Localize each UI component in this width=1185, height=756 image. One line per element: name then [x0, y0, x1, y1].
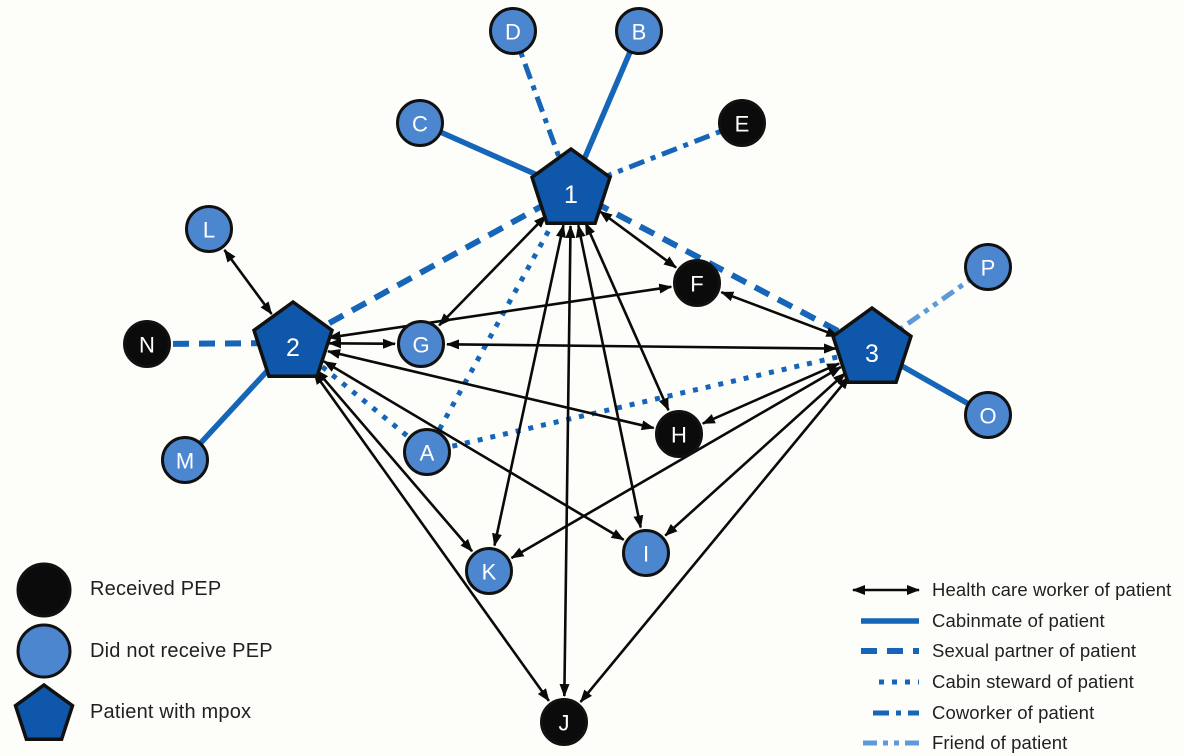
legend-node-label: Patient with mpox — [90, 701, 252, 724]
edge-2-L-hcw — [223, 249, 273, 315]
node-label-1: 1 — [564, 181, 578, 209]
node-label-G: G — [412, 333, 429, 358]
edge-3-F-hcw — [720, 290, 840, 338]
edge-2-G-hcw — [327, 338, 397, 349]
legend-edge-item: Friend of patient — [845, 728, 1171, 756]
node-label-M: M — [176, 449, 194, 474]
edge-2-F-hcw — [327, 283, 673, 341]
node-E — [718, 99, 766, 147]
legend-edge-label: Sexual partner of patient — [932, 640, 1137, 662]
node-label-H: H — [671, 423, 687, 448]
coworker-line-sample — [873, 710, 919, 716]
legend-edge-item: Sexual partner of patient — [845, 636, 1171, 667]
sexual_partner-line-sample — [861, 648, 919, 655]
node-label-N: N — [139, 333, 155, 358]
edge-1-3-sexual_partner — [569, 187, 874, 352]
node-label-C: C — [412, 112, 428, 137]
edge-1-J-hcw — [559, 224, 576, 698]
edge-2-J-hcw — [312, 371, 550, 702]
node-L — [185, 205, 233, 253]
legend-edge-label: Friend of patient — [932, 732, 1068, 754]
legend-node-item: Did not receive PEP — [12, 621, 273, 683]
node-F — [673, 259, 721, 307]
legend-node-label: Received PEP — [90, 578, 222, 601]
legend-node-item: Received PEP — [12, 559, 273, 621]
node-label-P: P — [981, 256, 996, 281]
node-label-B: B — [632, 20, 647, 45]
node-label-A: A — [420, 441, 435, 466]
legend-edge-label: Cabin steward of patient — [932, 671, 1134, 693]
legend-edge-label: Health care worker of patient — [932, 579, 1172, 601]
edge-3-K-hcw — [510, 365, 842, 560]
legend-edge-item: Health care worker of patient — [845, 575, 1171, 606]
node-G — [397, 320, 445, 368]
no-pep-circle-icon — [16, 623, 72, 679]
node-J — [540, 698, 588, 746]
node-C — [396, 99, 444, 147]
node-label-J: J — [559, 711, 570, 736]
node-B — [615, 7, 663, 55]
node-3 — [830, 305, 914, 384]
legend-edge-item: Cabinmate of patient — [845, 606, 1171, 637]
edge-2-K-hcw — [315, 369, 474, 553]
node-1 — [529, 146, 613, 225]
patient-pentagon-icon — [13, 682, 75, 741]
node-P — [964, 243, 1012, 291]
legend-edge-item: Coworker of patient — [845, 697, 1171, 728]
node-label-D: D — [505, 20, 521, 45]
node-2 — [251, 299, 335, 378]
cabinmate-line-sample — [861, 618, 919, 624]
hcw-line-sample — [852, 585, 920, 596]
legend-edge-label: Coworker of patient — [932, 701, 1095, 723]
node-label-L: L — [203, 218, 215, 243]
edge-3-G-hcw — [445, 339, 838, 354]
node-I — [622, 529, 670, 577]
node-O — [964, 391, 1012, 439]
node-N — [123, 320, 171, 368]
node-A — [403, 428, 451, 476]
received-pep-circle-icon — [16, 562, 72, 618]
edge-2-H-hcw — [327, 349, 655, 431]
friend-line-sample — [863, 740, 919, 746]
legend-edge-types: Health care worker of patient Cabinmate o… — [845, 575, 1171, 756]
node-label-2: 2 — [286, 334, 300, 362]
node-H — [655, 410, 703, 458]
edge-1-I-hcw — [575, 224, 644, 529]
legend-node-label: Did not receive PEP — [90, 639, 273, 662]
node-label-I: I — [643, 542, 649, 567]
legend-edge-label: Cabinmate of patient — [932, 609, 1105, 631]
node-label-K: K — [482, 560, 497, 585]
legend-node-types: Received PEP Did not receive PEP Patient w… — [12, 559, 273, 744]
node-label-E: E — [735, 112, 750, 137]
node-label-3: 3 — [865, 340, 879, 368]
node-K — [465, 547, 513, 595]
cabin_steward-line-sample — [879, 679, 919, 685]
node-M — [161, 436, 209, 484]
legend-edge-item: Cabin steward of patient — [845, 667, 1171, 698]
node-label-F: F — [690, 272, 703, 297]
legend-node-item: Patient with mpox — [12, 682, 273, 744]
node-label-O: O — [979, 404, 996, 429]
node-D — [489, 7, 537, 55]
